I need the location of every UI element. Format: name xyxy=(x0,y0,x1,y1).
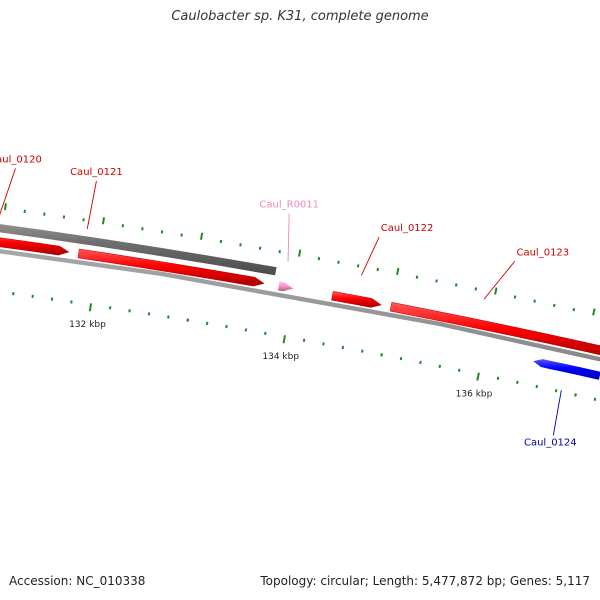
scale-major-tick xyxy=(282,335,286,344)
map-title: Caulobacter sp. K31, complete genome xyxy=(171,9,429,24)
scale-minor-tick xyxy=(264,331,267,336)
scale-minor-tick xyxy=(360,349,364,353)
upper-minor-tick xyxy=(415,275,419,279)
gene-label[interactable]: Caul_0124 xyxy=(524,437,577,448)
upper-minor-tick xyxy=(454,283,458,287)
scale-minor-tick xyxy=(516,380,519,385)
gene-label-leader xyxy=(86,180,97,230)
scale-minor-tick xyxy=(574,393,577,397)
scale-tick-label: 132 kbp xyxy=(69,320,106,330)
genome-summary-text: Topology: circular; Length: 5,477,872 bp… xyxy=(260,574,590,588)
scale-minor-tick xyxy=(554,389,558,393)
upper-minor-tick xyxy=(278,249,281,254)
gene-label-leader xyxy=(361,236,380,276)
scale-minor-tick xyxy=(496,376,500,380)
upper-major-tick xyxy=(592,308,596,316)
scale-minor-tick xyxy=(302,338,306,342)
gene-label-leader xyxy=(483,260,516,300)
upper-minor-tick xyxy=(474,287,478,291)
upper-major-tick xyxy=(494,287,498,295)
forward-cds-arrow[interactable] xyxy=(389,302,600,360)
upper-major-tick xyxy=(101,217,105,225)
scale-tick-label: 134 kbp xyxy=(262,352,299,362)
gene-label[interactable]: Caul_R0011 xyxy=(259,200,319,211)
gene-label[interactable]: Caul_0120 xyxy=(0,154,42,165)
gene-label[interactable]: Caul_0123 xyxy=(516,247,569,258)
upper-minor-tick xyxy=(337,260,340,264)
scale-minor-tick xyxy=(593,397,597,401)
gene-labels[interactable]: Caul_0120 Caul_0121 Caul_R0011 Caul_0122 Cau… xyxy=(0,154,600,541)
scale-major-tick xyxy=(476,372,480,381)
upper-minor-tick xyxy=(376,267,380,272)
forward-cds-arrow[interactable] xyxy=(331,291,382,308)
rna-arrow[interactable] xyxy=(277,281,294,292)
upper-minor-tick xyxy=(513,295,517,299)
upper-major-tick xyxy=(3,203,7,211)
scale-minor-tick xyxy=(457,368,461,372)
forward-cds-arrow[interactable] xyxy=(77,248,265,287)
scale-minor-tick xyxy=(341,345,345,350)
upper-minor-tick xyxy=(356,264,360,268)
scale-minor-tick xyxy=(535,384,539,389)
genome-backbone-line xyxy=(0,249,600,362)
upper-minor-tick xyxy=(572,307,576,312)
upper-minor-tick xyxy=(258,246,262,250)
gene-label-leader xyxy=(552,390,562,436)
gene-label[interactable]: Caul_0121 xyxy=(70,167,123,178)
scale-minor-tick xyxy=(419,360,422,365)
scale-minor-tick xyxy=(225,325,228,329)
reverse-cds-arrow[interactable] xyxy=(531,358,600,381)
upper-minor-tick xyxy=(317,256,321,261)
scale-minor-tick xyxy=(244,328,248,332)
gene-label-leader xyxy=(287,213,290,262)
scale-tick-label: 136 kbp xyxy=(456,389,493,399)
gene-features[interactable] xyxy=(0,195,600,518)
backbone xyxy=(0,249,600,362)
accession-text: Accession: NC_010338 xyxy=(9,574,146,588)
scale-minor-tick xyxy=(380,353,383,357)
scale-minor-tick xyxy=(322,342,325,346)
gene-label[interactable]: Caul_0122 xyxy=(381,223,434,234)
scale-minor-tick xyxy=(438,364,442,368)
upper-minor-tick xyxy=(435,279,438,283)
forward-cds-arrow[interactable] xyxy=(0,233,70,256)
upper-minor-tick xyxy=(552,303,556,308)
upper-minor-tick xyxy=(239,243,242,247)
scale-major-tick xyxy=(88,303,93,312)
upper-minor-tick xyxy=(533,299,536,303)
upper-major-tick xyxy=(200,232,204,240)
upper-major-tick xyxy=(396,267,400,276)
forward-gene-bar[interactable] xyxy=(0,214,278,277)
gene-label-leader xyxy=(0,168,16,216)
scale-minor-tick xyxy=(399,356,403,361)
upper-major-tick xyxy=(298,249,302,257)
